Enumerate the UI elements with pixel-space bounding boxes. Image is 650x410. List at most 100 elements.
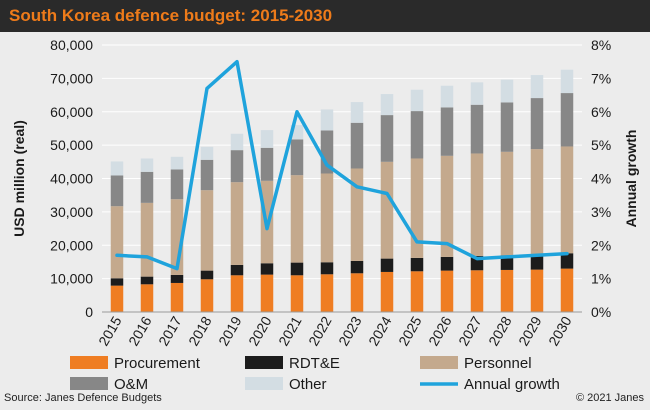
bar-other xyxy=(260,130,274,148)
bar-other xyxy=(530,75,544,99)
y2-tick-label: 5% xyxy=(591,137,611,153)
y-tick-label: 80,000 xyxy=(50,37,93,53)
point-annual-growth xyxy=(145,255,149,259)
point-annual-growth xyxy=(415,240,419,244)
x-tick-label: 2025 xyxy=(395,313,425,348)
bar-other xyxy=(560,69,574,94)
y-tick-label: 20,000 xyxy=(50,237,93,253)
bar-o-m xyxy=(290,139,304,176)
bar-procurement xyxy=(200,279,214,312)
bar-other xyxy=(500,79,514,103)
bar-rdt-e xyxy=(440,256,454,271)
bar-procurement xyxy=(350,273,364,312)
x-tick-label: 2028 xyxy=(485,313,515,348)
bar-o-m xyxy=(500,102,514,152)
y-tick-label: 50,000 xyxy=(50,137,93,153)
bar-rdt-e xyxy=(230,264,244,276)
x-tick-label: 2018 xyxy=(185,313,215,348)
bar-personnel xyxy=(230,182,244,265)
copyright-note: © 2021 Janes xyxy=(575,392,644,404)
legend-swatch-personnel xyxy=(420,356,458,369)
bar-procurement xyxy=(560,268,574,312)
y-tick-label: 40,000 xyxy=(50,171,93,187)
y-tick-label: 70,000 xyxy=(50,70,93,86)
bar-personnel xyxy=(350,168,364,261)
bar-rdt-e xyxy=(170,274,184,283)
bar-rdt-e xyxy=(320,262,334,275)
y2-tick-label: 1% xyxy=(591,271,611,287)
legend-label-procurement: Procurement xyxy=(114,355,201,372)
bar-other xyxy=(470,82,484,105)
bar-procurement xyxy=(530,269,544,312)
bar-o-m xyxy=(230,150,244,183)
bar-personnel xyxy=(470,153,484,256)
y2-tick-label: 8% xyxy=(591,37,611,53)
legend-swatch-o-m xyxy=(70,377,108,390)
bar-other xyxy=(200,146,214,160)
bar-rdt-e xyxy=(530,254,544,270)
legend-label-rdt-e: RDT&E xyxy=(289,355,340,372)
bar-procurement xyxy=(500,269,514,312)
y-tick-label: 0 xyxy=(85,304,93,320)
point-annual-growth xyxy=(505,255,509,259)
bar-personnel xyxy=(560,146,574,254)
x-tick-label: 2029 xyxy=(515,313,545,348)
bar-o-m xyxy=(470,104,484,154)
bar-other xyxy=(230,133,244,151)
bar-o-m xyxy=(350,122,364,169)
legend-swatch-procurement xyxy=(70,356,108,369)
bar-procurement xyxy=(290,275,304,312)
bar-procurement xyxy=(470,270,484,312)
bar-procurement xyxy=(170,282,184,312)
y2-tick-label: 6% xyxy=(591,104,611,120)
bar-procurement xyxy=(110,285,124,312)
point-annual-growth xyxy=(445,242,449,246)
y2-tick-label: 7% xyxy=(591,70,611,86)
x-tick-label: 2019 xyxy=(215,313,245,348)
point-annual-growth xyxy=(295,110,299,114)
bar-other xyxy=(140,158,154,172)
x-tick-label: 2016 xyxy=(125,313,155,348)
bar-other xyxy=(110,161,124,176)
bar-o-m xyxy=(140,171,154,203)
y2-tick-label: 0% xyxy=(591,304,611,320)
y2-tick-label: 4% xyxy=(591,171,611,187)
bar-procurement xyxy=(410,271,424,312)
point-annual-growth xyxy=(115,253,119,257)
legend-label-other: Other xyxy=(289,376,327,393)
bar-o-m xyxy=(410,111,424,159)
bar-other xyxy=(170,156,184,170)
point-annual-growth xyxy=(355,185,359,189)
point-annual-growth xyxy=(265,227,269,231)
x-tick-label: 2022 xyxy=(305,313,335,348)
bar-rdt-e xyxy=(290,262,304,276)
bar-o-m xyxy=(440,107,454,156)
bar-o-m xyxy=(260,147,274,181)
bar-personnel xyxy=(320,173,334,263)
point-annual-growth xyxy=(325,163,329,167)
line-annual-growth xyxy=(115,59,569,271)
bar-rdt-e xyxy=(560,253,574,269)
y-axis-title: USD million (real) xyxy=(11,120,27,237)
point-annual-growth xyxy=(535,253,539,257)
bar-personnel xyxy=(380,161,394,259)
bar-procurement xyxy=(230,275,244,312)
x-tick-label: 2015 xyxy=(95,313,125,348)
point-annual-growth xyxy=(385,192,389,196)
bar-procurement xyxy=(140,284,154,312)
legend-swatch-rdt-e xyxy=(245,356,283,369)
x-tick-label: 2023 xyxy=(335,313,365,348)
point-annual-growth xyxy=(235,60,239,64)
point-annual-growth xyxy=(475,257,479,261)
bar-procurement xyxy=(260,274,274,312)
x-tick-label: 2026 xyxy=(425,313,455,348)
bar-other xyxy=(440,85,454,108)
bar-personnel xyxy=(410,158,424,258)
legend-label-personnel: Personnel xyxy=(464,355,532,372)
bar-o-m xyxy=(110,175,124,207)
x-tick-label: 2024 xyxy=(365,313,395,348)
point-annual-growth xyxy=(565,252,569,256)
bar-personnel xyxy=(110,206,124,279)
